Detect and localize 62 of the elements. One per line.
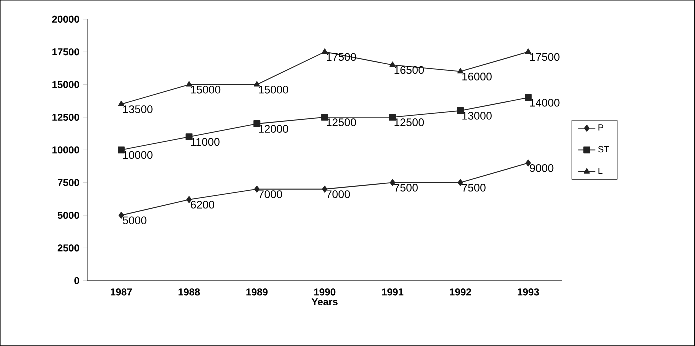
x-tick-label: 1992 xyxy=(450,288,472,296)
y-tick-label: 10000 xyxy=(52,146,80,154)
y-tick-label: 5000 xyxy=(58,212,80,219)
data-label: 7000 xyxy=(258,190,282,198)
point xyxy=(254,120,261,128)
point xyxy=(186,133,193,140)
point xyxy=(254,186,260,193)
y-tick-label: 7500 xyxy=(58,179,80,186)
data-label: 12500 xyxy=(327,118,356,126)
y-tick-label: 20000 xyxy=(52,16,80,23)
point xyxy=(186,81,192,87)
data-label: 7000 xyxy=(326,190,350,198)
data-label: 15000 xyxy=(259,86,288,94)
x-tick-label: 1987 xyxy=(111,288,132,296)
y-tick-label: 2500 xyxy=(58,244,80,252)
point xyxy=(390,62,396,67)
point xyxy=(525,94,532,102)
point xyxy=(390,179,396,186)
y-tick-label: 15000 xyxy=(52,81,80,88)
data-label: 13500 xyxy=(124,105,153,114)
point xyxy=(118,212,124,219)
data-label: 9000 xyxy=(530,164,554,172)
data-label: 12500 xyxy=(394,118,424,126)
y-tick-label: 0 xyxy=(74,277,80,284)
data-label: 11000 xyxy=(191,138,220,146)
data-label: 10000 xyxy=(124,151,153,159)
y-tick-label: 17500 xyxy=(52,48,80,56)
point xyxy=(526,160,532,166)
data-label: 14000 xyxy=(530,98,560,107)
data-label: 15000 xyxy=(191,86,221,94)
point xyxy=(322,114,328,121)
data-label: 17500 xyxy=(530,53,560,61)
x-tick-label: 1988 xyxy=(178,288,200,296)
data-label: 7500 xyxy=(462,184,486,192)
point xyxy=(389,114,396,121)
point xyxy=(322,48,328,54)
point xyxy=(458,68,464,74)
data-label: 7500 xyxy=(394,184,418,192)
point xyxy=(118,100,125,106)
legend-label: P xyxy=(598,124,604,131)
point xyxy=(525,48,532,54)
legend-label: L xyxy=(598,168,603,174)
point xyxy=(458,179,464,186)
point xyxy=(254,81,260,87)
data-label: 6200 xyxy=(191,200,214,209)
data-label: 16500 xyxy=(394,66,424,74)
data-label: 13000 xyxy=(462,112,492,120)
x-tick-label: 1993 xyxy=(518,288,540,296)
y-tick-label: 12500 xyxy=(52,114,80,121)
x-tick-label: 1991 xyxy=(382,288,404,296)
x-tick-label: 1989 xyxy=(246,288,268,296)
data-label: 16000 xyxy=(462,72,492,81)
data-label: 17500 xyxy=(327,53,356,61)
data-label: 12000 xyxy=(259,125,288,133)
legend-label: ST xyxy=(598,146,610,152)
point xyxy=(186,196,192,204)
x-axis-title: Years xyxy=(312,298,338,306)
point xyxy=(118,146,125,154)
x-tick-label: 1990 xyxy=(314,288,336,296)
data-label: 5000 xyxy=(123,216,147,224)
point xyxy=(457,107,464,114)
point xyxy=(322,186,328,193)
